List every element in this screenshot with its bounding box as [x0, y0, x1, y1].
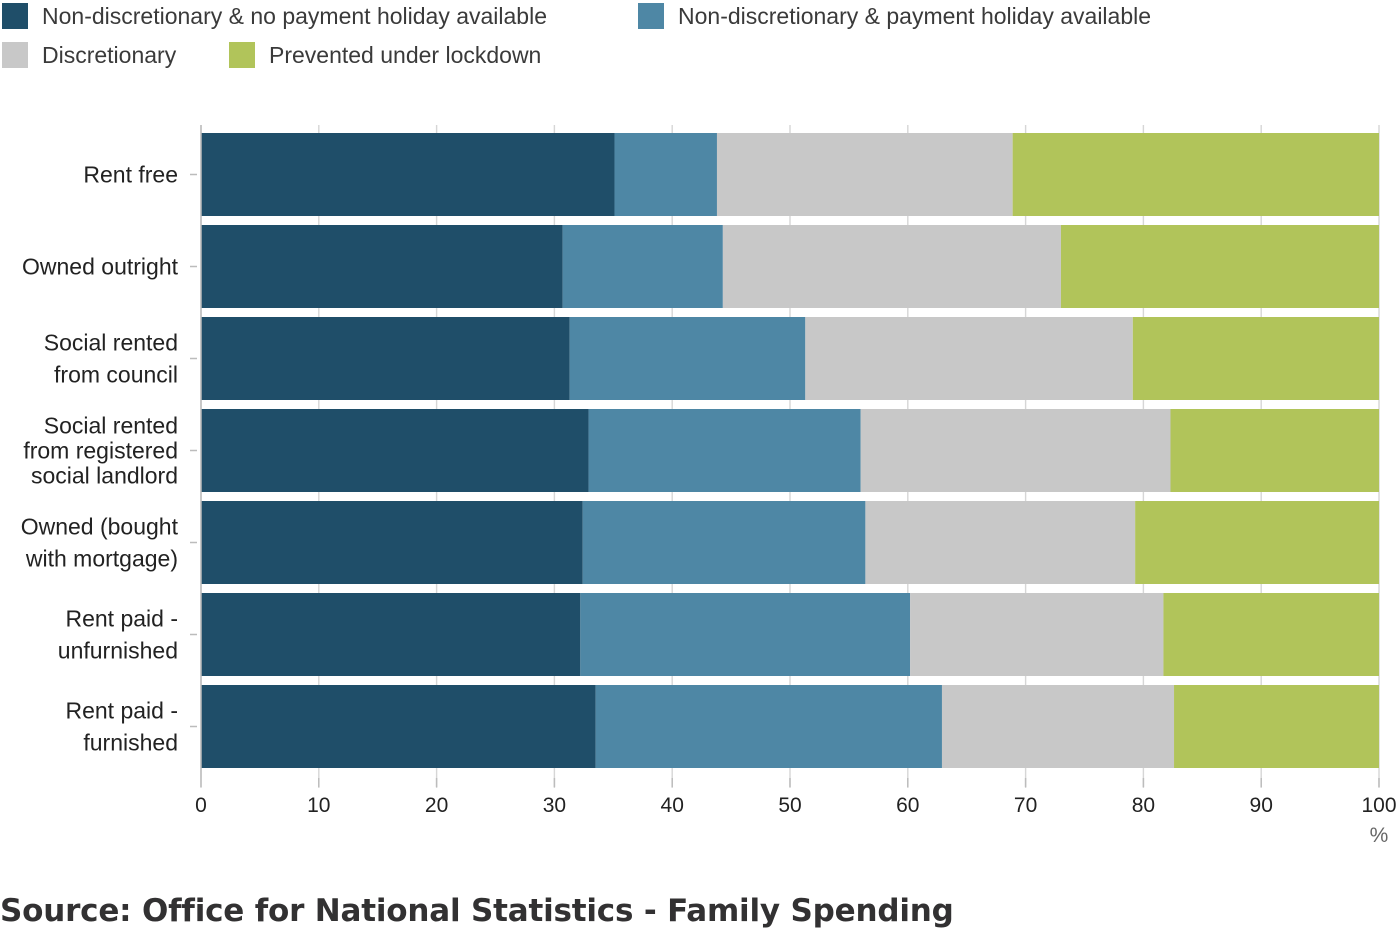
source-note: Source: Office for National Statistics -…	[0, 893, 954, 929]
x-axis-label: %	[1370, 824, 1389, 847]
x-tick-label: 40	[661, 794, 684, 817]
bar-segment	[910, 593, 1164, 676]
bar-segment	[201, 685, 596, 768]
x-tick-label: 60	[896, 794, 919, 817]
bar-segment	[722, 225, 1061, 308]
y-tick-label: Social rented from council	[44, 330, 178, 388]
legend-label: Non-discretionary & no payment holiday a…	[42, 3, 547, 29]
bar-segment	[1060, 225, 1379, 308]
legend: Non-discretionary & no payment holiday a…	[2, 3, 1151, 68]
bar-segment	[588, 409, 861, 492]
y-tick-label: Owned outright	[22, 254, 179, 280]
bar-segment	[1135, 501, 1379, 584]
bar-segment	[201, 133, 615, 216]
y-tick-label: Rent free	[83, 162, 178, 188]
legend-swatch	[229, 42, 255, 68]
bar-segment	[1012, 133, 1379, 216]
bar-segment	[614, 133, 717, 216]
x-axis: 0 10 20 30 40 50 60 70 80 90 100%	[195, 778, 1397, 847]
bar-segment	[595, 685, 942, 768]
bar-segment	[1174, 685, 1379, 768]
x-tick-label: 100	[1361, 794, 1396, 817]
bar-segment	[1170, 409, 1379, 492]
bar-segment	[860, 409, 1171, 492]
bar-segment	[865, 501, 1136, 584]
bar-segment	[941, 685, 1175, 768]
x-tick-label: 10	[307, 794, 330, 817]
bar-segment	[201, 409, 589, 492]
bar-segment	[201, 501, 583, 584]
bar-segment	[582, 501, 866, 584]
y-tick-label: Rent paid -furnished	[65, 698, 178, 756]
bar-segment	[716, 133, 1013, 216]
bar-segment	[201, 225, 563, 308]
bar-segment	[805, 317, 1133, 400]
bar-segment	[201, 317, 570, 400]
y-axis: Rent free Owned outright Social rented from…	[21, 125, 202, 778]
y-tick-label: Social rented from registered social landl…	[23, 413, 178, 489]
x-tick-label: 70	[1014, 794, 1037, 817]
x-tick-label: 0	[195, 794, 207, 817]
x-tick-label: 90	[1250, 794, 1273, 817]
bar-segment	[1163, 593, 1379, 676]
x-tick-label: 20	[425, 794, 448, 817]
bar-segment	[562, 225, 723, 308]
x-tick-label: 50	[778, 794, 801, 817]
legend-label: Non-discretionary & payment holiday avai…	[678, 3, 1151, 29]
bar-segment	[201, 593, 581, 676]
bar-segment	[1132, 317, 1379, 400]
x-tick-label: 80	[1132, 794, 1155, 817]
bar-series	[201, 133, 1379, 768]
legend-swatch	[2, 3, 28, 29]
legend-swatch	[638, 3, 664, 29]
legend-label: Prevented under lockdown	[269, 42, 541, 68]
bar-segment	[569, 317, 806, 400]
y-tick-label: Owned (bought with mortgage)	[21, 514, 179, 572]
x-tick-label: 30	[543, 794, 566, 817]
legend-label: Discretionary	[42, 42, 177, 68]
legend-swatch	[2, 42, 28, 68]
y-tick-label: Rent paid -unfurnished	[58, 606, 178, 664]
bar-segment	[580, 593, 911, 676]
stacked-bar-chart: Non-discretionary & no payment holiday a…	[2, 3, 1397, 847]
